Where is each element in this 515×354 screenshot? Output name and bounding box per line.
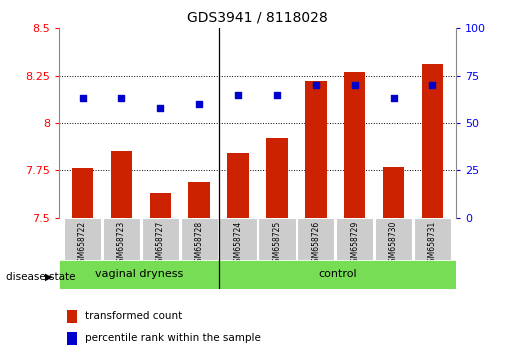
Bar — [188, 182, 210, 218]
Point — [156, 105, 164, 111]
Bar — [142, 218, 179, 260]
Text: GSM658730: GSM658730 — [389, 221, 398, 268]
Bar — [336, 218, 373, 260]
Point — [195, 101, 203, 107]
Text: vaginal dryness: vaginal dryness — [95, 269, 183, 279]
Point — [78, 96, 87, 101]
Bar — [227, 153, 249, 218]
Bar — [64, 218, 101, 260]
Point — [234, 92, 242, 97]
Text: control: control — [318, 269, 356, 279]
Text: disease state: disease state — [6, 272, 76, 282]
Text: GSM658723: GSM658723 — [117, 221, 126, 267]
Text: GSM658728: GSM658728 — [195, 221, 204, 267]
Text: percentile rank within the sample: percentile rank within the sample — [85, 333, 261, 343]
Bar — [103, 218, 140, 260]
Text: GSM658722: GSM658722 — [78, 221, 87, 267]
Title: GDS3941 / 8118028: GDS3941 / 8118028 — [187, 10, 328, 24]
Point — [389, 96, 398, 101]
Point — [312, 82, 320, 88]
Text: GSM658727: GSM658727 — [156, 221, 165, 267]
Text: GSM658726: GSM658726 — [311, 221, 320, 267]
Bar — [297, 218, 334, 260]
Bar — [59, 260, 219, 289]
Point — [117, 96, 126, 101]
Text: GSM658731: GSM658731 — [428, 221, 437, 267]
Point — [351, 82, 359, 88]
Point — [428, 82, 437, 88]
Bar — [383, 167, 404, 218]
Bar — [422, 64, 443, 218]
Bar — [414, 218, 451, 260]
Text: GSM658724: GSM658724 — [234, 221, 243, 267]
Bar — [150, 193, 171, 218]
Bar — [375, 218, 412, 260]
Bar — [72, 169, 93, 218]
Bar — [266, 138, 288, 218]
Bar — [219, 218, 256, 260]
Text: ▶: ▶ — [45, 272, 53, 282]
Bar — [305, 81, 327, 218]
Text: GSM658725: GSM658725 — [272, 221, 281, 267]
Text: GSM658729: GSM658729 — [350, 221, 359, 267]
Bar — [344, 72, 365, 218]
Bar — [67, 332, 77, 345]
Bar — [219, 260, 456, 289]
Bar — [259, 218, 296, 260]
Bar — [181, 218, 218, 260]
Bar — [111, 152, 132, 218]
Bar — [67, 310, 77, 323]
Text: transformed count: transformed count — [85, 312, 182, 321]
Point — [273, 92, 281, 97]
